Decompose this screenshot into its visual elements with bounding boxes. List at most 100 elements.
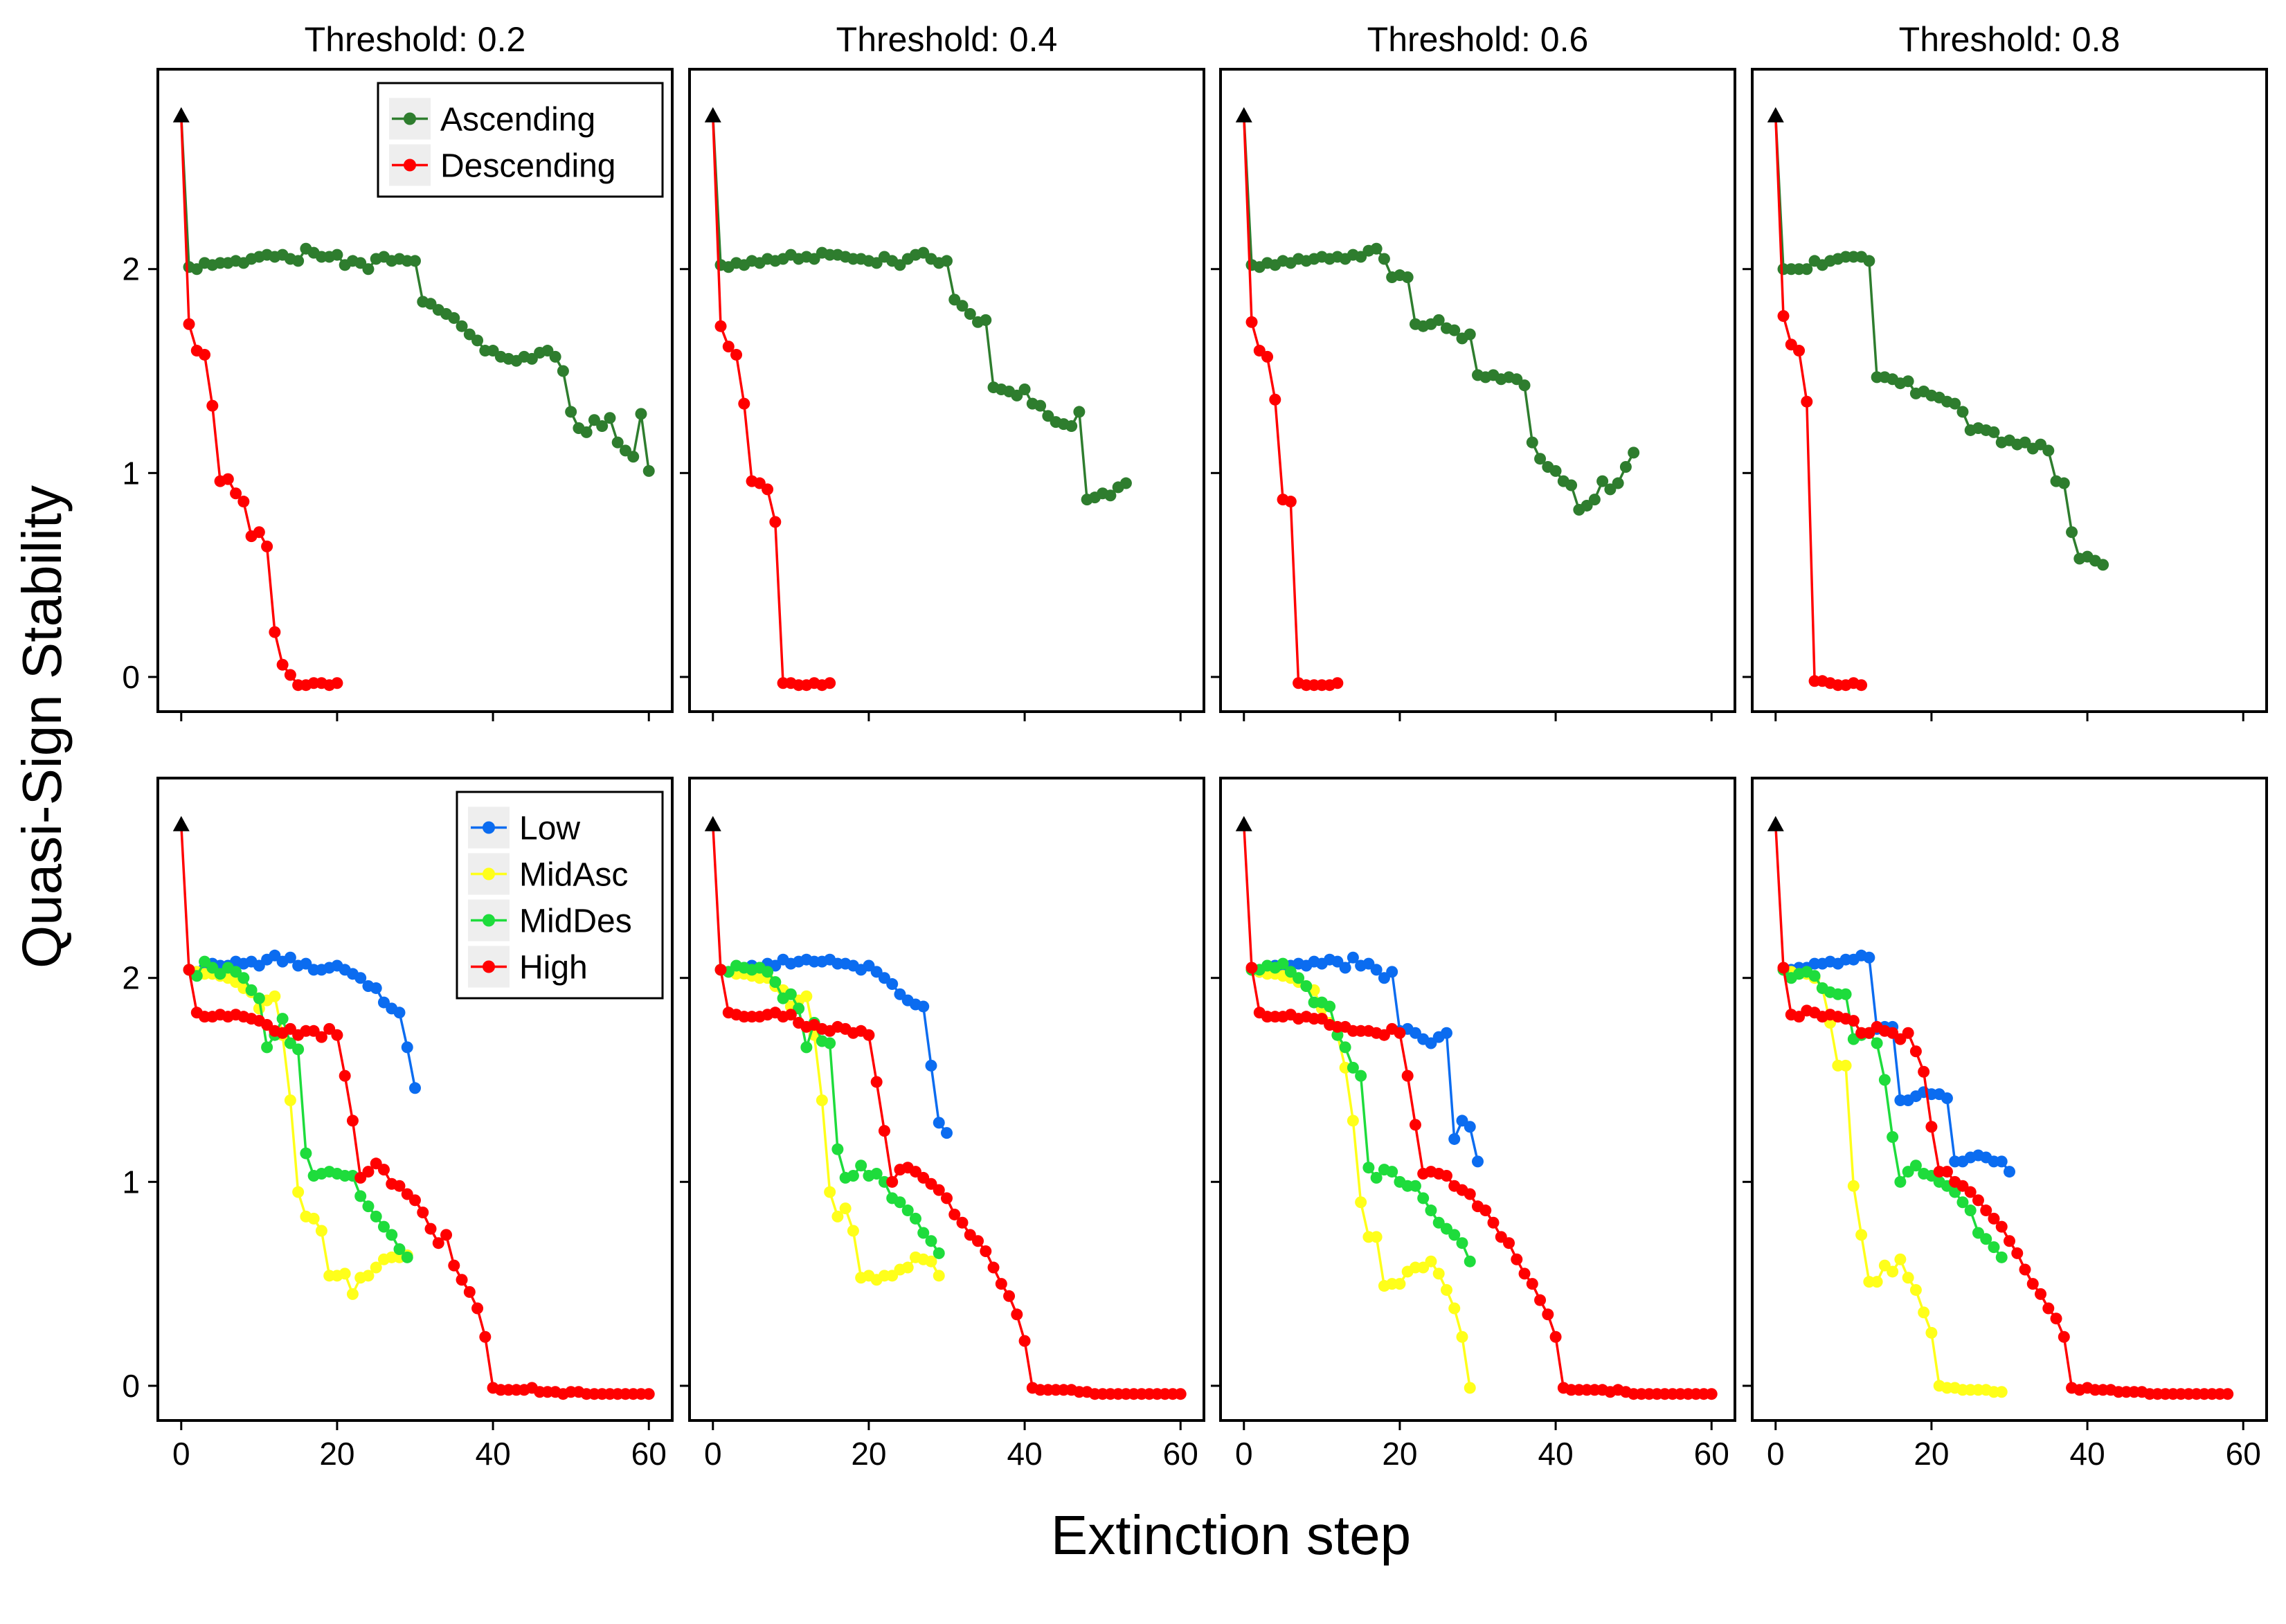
data-point bbox=[463, 1285, 476, 1298]
data-point bbox=[1956, 1196, 1969, 1209]
data-point bbox=[1855, 1229, 1868, 1241]
data-point bbox=[346, 1288, 359, 1300]
data-point bbox=[1362, 1162, 1375, 1174]
data-point bbox=[886, 978, 899, 991]
data-point bbox=[292, 1043, 305, 1056]
data-point bbox=[1370, 1171, 1383, 1184]
data-point bbox=[878, 1125, 890, 1137]
start-marker bbox=[1235, 815, 1252, 831]
x-tick-label: 40 bbox=[1538, 1436, 1573, 1472]
data-point bbox=[1902, 1272, 1914, 1284]
data-point bbox=[2058, 1330, 2070, 1343]
x-tick-label: 40 bbox=[475, 1436, 510, 1472]
data-point bbox=[393, 1180, 406, 1192]
series-descending bbox=[712, 116, 836, 692]
data-point bbox=[417, 1207, 429, 1219]
data-point bbox=[339, 1267, 351, 1280]
data-point bbox=[1456, 1237, 1468, 1249]
data-point bbox=[2019, 1263, 2031, 1276]
data-point bbox=[909, 1212, 921, 1225]
data-point bbox=[1339, 1041, 1351, 1054]
data-point bbox=[284, 951, 296, 964]
data-point bbox=[847, 1169, 859, 1182]
series-middes bbox=[1777, 964, 2008, 1263]
x-tick-label: 60 bbox=[2226, 1436, 2261, 1472]
legend-key-point bbox=[483, 960, 495, 973]
legend-label: MidAsc bbox=[519, 857, 628, 894]
data-point bbox=[409, 1194, 421, 1207]
data-point bbox=[1941, 1166, 1953, 1178]
data-point bbox=[941, 1127, 953, 1139]
panel-title: Threshold: 0.4 bbox=[836, 20, 1058, 59]
data-point bbox=[1464, 328, 1476, 341]
data-point bbox=[1863, 951, 1875, 964]
data-point bbox=[1119, 477, 1132, 489]
data-point bbox=[1347, 1061, 1359, 1074]
series-descending bbox=[1243, 116, 1344, 692]
legend-key-point bbox=[483, 914, 495, 927]
data-point bbox=[1448, 1133, 1461, 1145]
data-point bbox=[863, 1029, 875, 1041]
data-point bbox=[870, 1076, 883, 1088]
series-high bbox=[1243, 824, 1718, 1400]
panel-frame bbox=[1751, 777, 2268, 1422]
data-point bbox=[933, 1184, 945, 1196]
series-descending bbox=[180, 116, 343, 692]
data-point bbox=[1347, 951, 1359, 964]
data-point bbox=[762, 483, 774, 496]
data-point bbox=[1269, 393, 1281, 406]
data-point bbox=[2035, 1288, 2047, 1300]
panel-frame bbox=[688, 777, 1205, 1422]
data-point bbox=[1628, 446, 1640, 459]
y-tick-label: 2 bbox=[122, 960, 140, 996]
data-point bbox=[565, 406, 577, 418]
data-point bbox=[995, 1278, 1007, 1290]
data-point bbox=[2097, 559, 2109, 571]
data-point bbox=[1596, 475, 1609, 487]
data-point bbox=[1863, 255, 1875, 267]
data-point bbox=[1808, 970, 1821, 982]
data-point bbox=[714, 320, 727, 332]
panel-top-1: Threshold: 0.2 0 1 2 Ascending Descending bbox=[122, 20, 674, 721]
data-point bbox=[1324, 1000, 1336, 1013]
data-point bbox=[292, 255, 305, 267]
data-point bbox=[1503, 1237, 1515, 1249]
data-point bbox=[1472, 1155, 1484, 1168]
data-point bbox=[611, 436, 624, 449]
data-point bbox=[2004, 1166, 2015, 1178]
panel-bottom-2: 0 20 40 60 bbox=[680, 777, 1205, 1472]
data-point bbox=[2004, 1235, 2015, 1247]
data-point bbox=[1401, 271, 1414, 283]
data-point bbox=[237, 972, 250, 984]
data-point bbox=[1941, 1092, 1953, 1105]
data-point bbox=[1018, 384, 1031, 396]
data-point bbox=[479, 1330, 492, 1343]
data-point bbox=[346, 1115, 359, 1127]
x-axis-title: Extinction step bbox=[1051, 1504, 1411, 1566]
panel-title: Threshold: 0.8 bbox=[1899, 20, 2121, 59]
data-point bbox=[1887, 1131, 1899, 1144]
data-point bbox=[456, 1274, 468, 1286]
data-point bbox=[1534, 453, 1547, 465]
data-point bbox=[2058, 477, 2070, 489]
data-point bbox=[1518, 1267, 1531, 1280]
data-point bbox=[1801, 263, 1813, 276]
y-tick-label: 0 bbox=[122, 659, 140, 695]
data-point bbox=[1878, 1074, 1891, 1086]
start-marker bbox=[1235, 107, 1252, 123]
data-point bbox=[1619, 460, 1632, 473]
data-point bbox=[1370, 1231, 1383, 1243]
data-point bbox=[2026, 1278, 2039, 1290]
data-point bbox=[206, 399, 219, 412]
start-marker bbox=[172, 107, 190, 123]
data-point bbox=[1409, 1180, 1421, 1192]
data-point bbox=[933, 1117, 945, 1129]
data-point bbox=[471, 334, 484, 347]
panel-frame bbox=[1219, 68, 1736, 713]
legend-label: Ascending bbox=[440, 102, 595, 138]
data-point bbox=[1847, 1015, 1860, 1027]
legend-key-point bbox=[404, 112, 416, 125]
data-point bbox=[1988, 426, 2000, 438]
data-point bbox=[1871, 1037, 1883, 1049]
